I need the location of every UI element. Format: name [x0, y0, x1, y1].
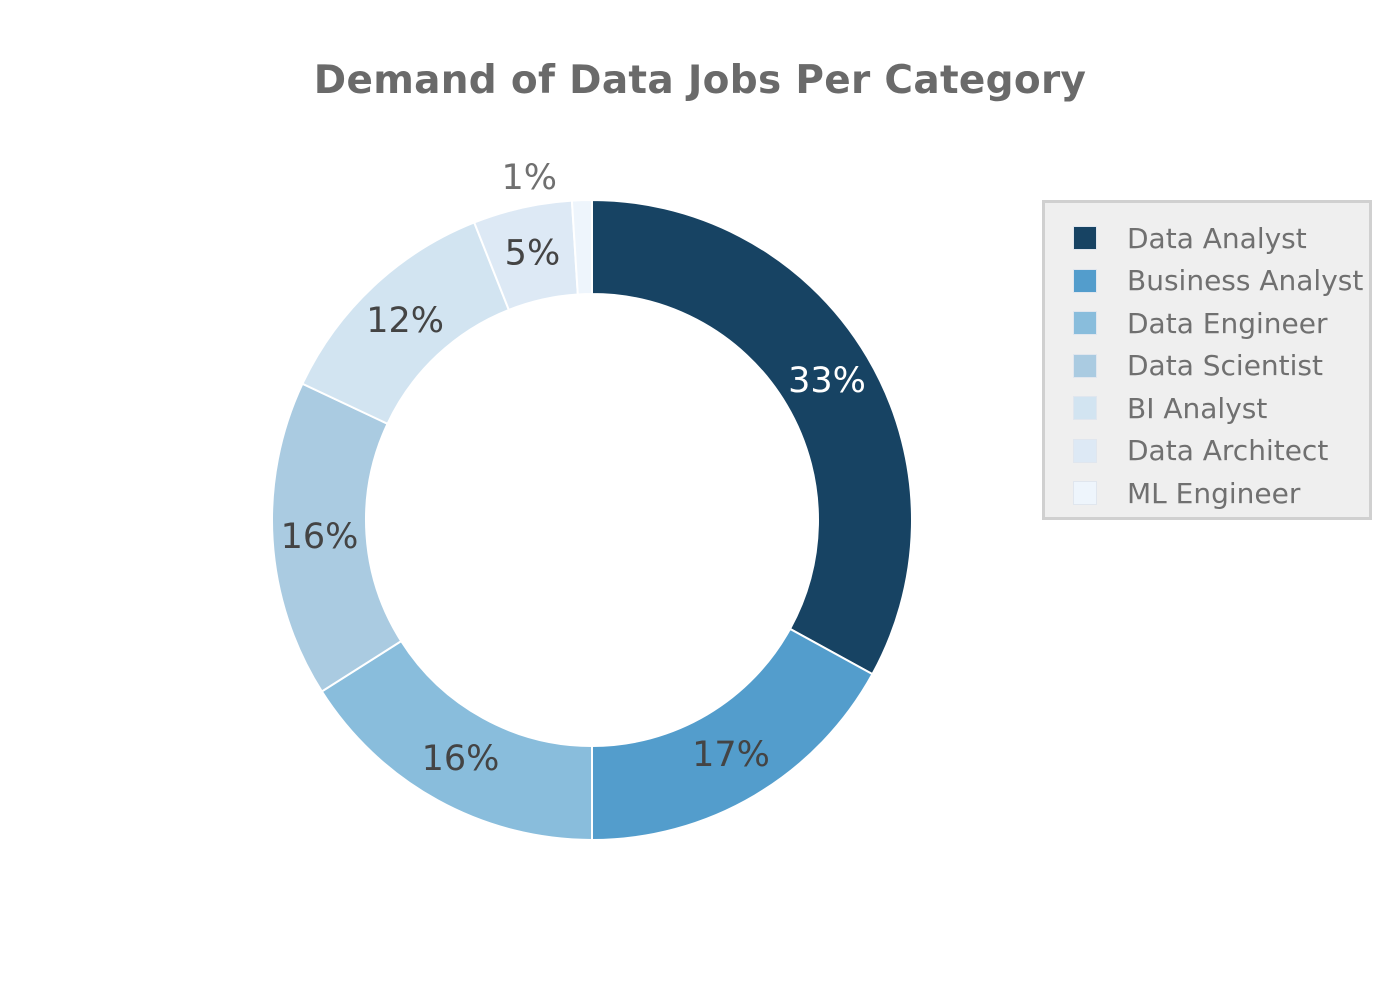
- legend-label: Data Scientist: [1127, 349, 1323, 383]
- legend-item-data-analyst[interactable]: Data Analyst: [1045, 217, 1369, 260]
- legend-item-data-engineer[interactable]: Data Engineer: [1045, 302, 1369, 345]
- slice-label-data-architect: 5%: [505, 234, 561, 274]
- slice-data-analyst: [591, 198, 913, 676]
- legend-label: BI Analyst: [1127, 391, 1268, 425]
- slice-label-ml-engineer: 1%: [501, 158, 557, 198]
- legend-swatch: [1073, 481, 1097, 506]
- legend-item-data-architect[interactable]: Data Architect: [1045, 430, 1369, 473]
- slice-label-bi-analyst: 12%: [366, 301, 444, 341]
- legend-swatch: [1073, 438, 1097, 463]
- slice-label-data-analyst: 33%: [788, 361, 866, 401]
- legend-label: Data Engineer: [1127, 306, 1328, 340]
- chart-legend: Data Analyst Business Analyst Data Enginee…: [1042, 200, 1372, 520]
- legend-swatch: [1073, 311, 1097, 336]
- slice-ml-engineer: [570, 198, 593, 296]
- legend-item-data-scientist[interactable]: Data Scientist: [1045, 345, 1369, 388]
- legend-swatch: [1073, 396, 1097, 421]
- slice-label-data-engineer: 16%: [422, 739, 500, 779]
- legend-label: ML Engineer: [1127, 476, 1301, 510]
- legend-label: Data Architect: [1127, 434, 1329, 468]
- chart-title: Demand of Data Jobs Per Category: [313, 58, 1087, 103]
- legend-swatch: [1073, 268, 1097, 293]
- slice-label-data-scientist: 16%: [281, 517, 359, 557]
- legend-item-ml-engineer[interactable]: ML Engineer: [1045, 472, 1369, 515]
- legend-swatch: [1073, 226, 1097, 251]
- legend-label: Business Analyst: [1127, 264, 1364, 298]
- legend-label: Data Analyst: [1127, 221, 1307, 255]
- legend-swatch: [1073, 353, 1097, 378]
- legend-item-bi-analyst[interactable]: BI Analyst: [1045, 387, 1369, 430]
- slice-label-business-analyst: 17%: [692, 735, 770, 775]
- legend-item-business-analyst[interactable]: Business Analyst: [1045, 260, 1369, 303]
